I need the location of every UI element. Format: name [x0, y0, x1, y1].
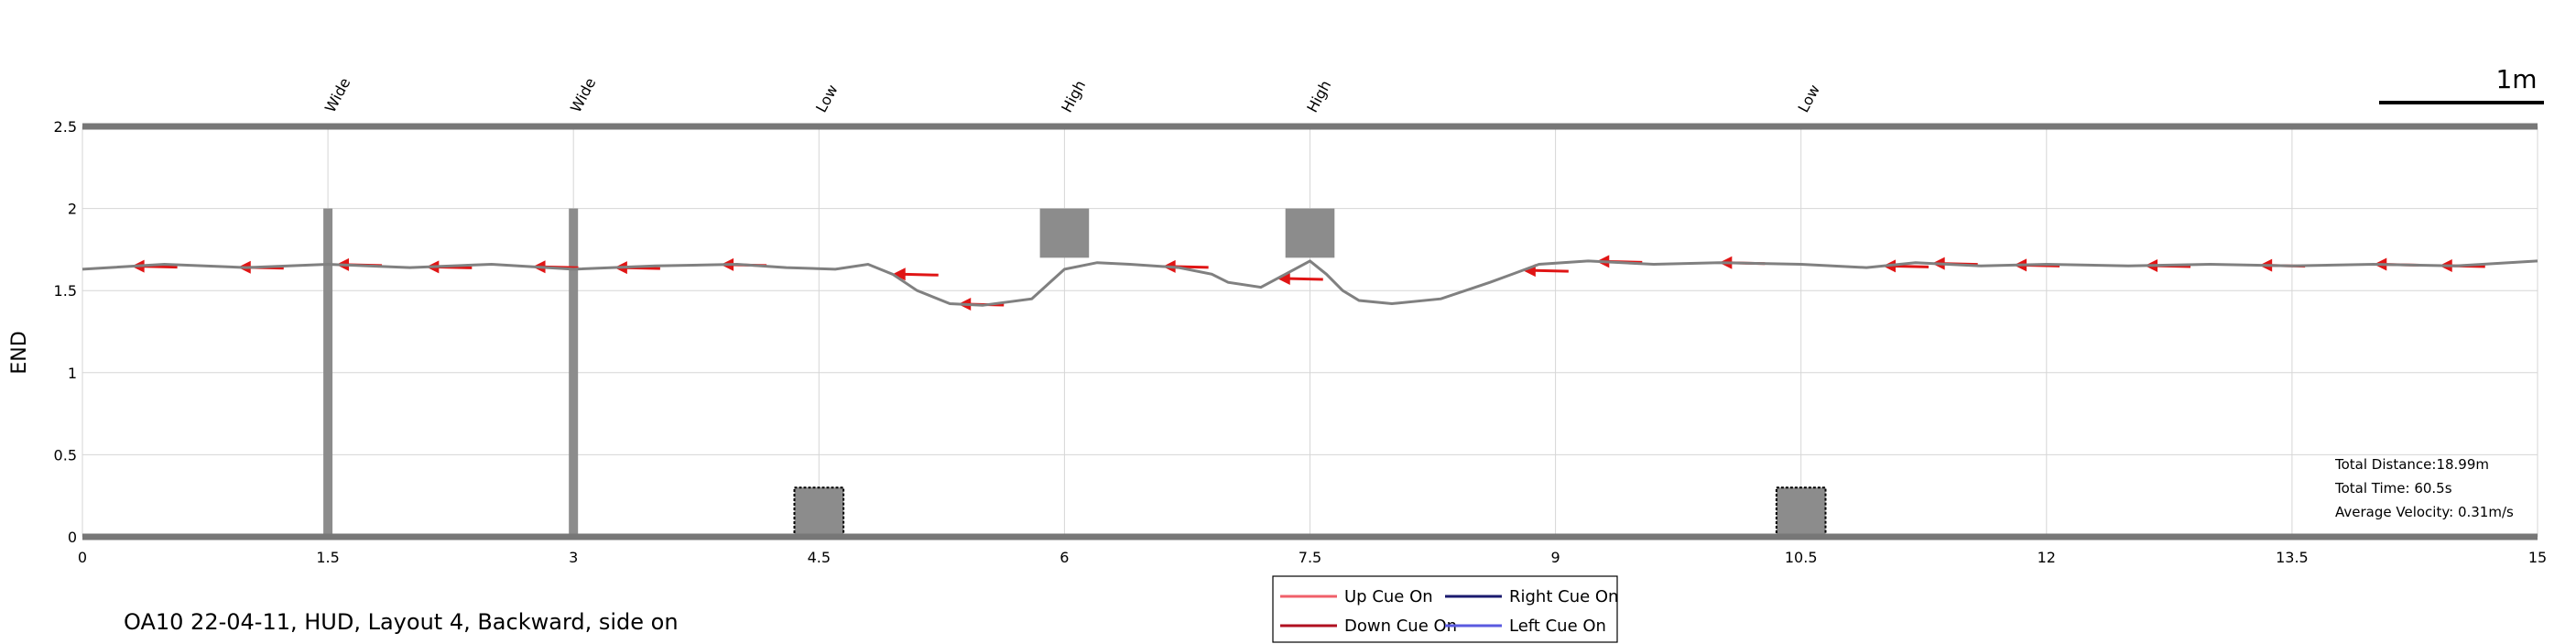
y-tick-labels: 0 0.5 1 1.5 2 2.5	[54, 118, 77, 546]
pole-obstacle	[323, 208, 333, 537]
pole-obstacle	[569, 208, 579, 537]
x-tick-label: 1.5	[316, 549, 339, 566]
caption: OA10 22-04-11, HUD, Layout 4, Backward, …	[124, 609, 679, 635]
stat-line: Total Time: 60.5s	[2334, 480, 2452, 497]
x-tick-labels: 0 1.5 3 4.5 6 7.5 9 10.5 12 13.5 15	[78, 549, 2547, 566]
series-group	[82, 259, 2538, 307]
cue-arrow-shaft	[1284, 277, 1323, 281]
cue-arrow-shaft	[1529, 268, 1569, 273]
stat-line: Average Velocity: 0.31m/s	[2335, 504, 2514, 520]
legend: Up Cue On Right Cue On Down Cue On Left Cue…	[1272, 575, 1618, 643]
y-tick-label: 0.5	[54, 446, 77, 464]
x-tick-label: 15	[2528, 549, 2547, 566]
grid	[82, 126, 2538, 538]
obstacle-label: Low	[1794, 82, 1823, 115]
cue-arrow-head	[892, 267, 906, 281]
block-obstacle	[1775, 486, 1827, 538]
obstacle-labels: Wide Wide Low High High Low	[321, 75, 1823, 115]
y-tick-label: 1.5	[54, 282, 77, 300]
legend-label: Right Cue On	[1509, 587, 1618, 606]
legend-label: Up Cue On	[1344, 587, 1433, 606]
y-tick-label: 1	[68, 365, 77, 382]
trajectory-line	[82, 259, 2538, 307]
obstacle-label: Wide	[321, 75, 354, 115]
x-tick-label: 12	[2038, 549, 2056, 566]
x-tick-label: 13.5	[2276, 549, 2309, 566]
cue-arrow-shaft	[1890, 264, 1929, 268]
plot-frame	[82, 123, 2538, 540]
x-tick-label: 0	[78, 549, 87, 566]
block-obstacle	[1039, 208, 1090, 258]
block-obstacle	[1285, 208, 1335, 258]
legend-label: Left Cue On	[1509, 617, 1606, 636]
block-obstacle	[793, 486, 845, 538]
legend-label: Down Cue On	[1344, 617, 1457, 636]
x-tick-label: 9	[1551, 549, 1560, 566]
obstacle-label: High	[1303, 77, 1334, 115]
cue-arrow-head	[1277, 272, 1290, 286]
x-tick-label: 6	[1060, 549, 1069, 566]
legend-box	[1272, 575, 1618, 643]
x-tick-label: 7.5	[1299, 549, 1321, 566]
stats-box: Total Distance:18.99m Total Time: 60.5s Av…	[2334, 456, 2514, 520]
y-tick-label: 0	[68, 529, 77, 546]
obstacle-label: Wide	[567, 75, 600, 115]
y-tick-label: 2	[68, 201, 77, 218]
y-axis-label: END	[8, 331, 31, 374]
obstacle-label: Low	[812, 82, 842, 115]
scale-bar: 1m	[2379, 64, 2544, 104]
obstacles	[323, 208, 1827, 538]
stat-line: Total Distance:18.99m	[2334, 456, 2489, 473]
y-tick-label: 2.5	[54, 118, 77, 136]
x-tick-label: 4.5	[808, 549, 831, 566]
x-tick-label: 10.5	[1785, 549, 1818, 566]
x-tick-label: 3	[569, 549, 578, 566]
scale-bar-label: 1m	[2495, 64, 2537, 94]
cue-arrow-shaft	[899, 272, 939, 277]
obstacle-label: High	[1058, 77, 1089, 115]
